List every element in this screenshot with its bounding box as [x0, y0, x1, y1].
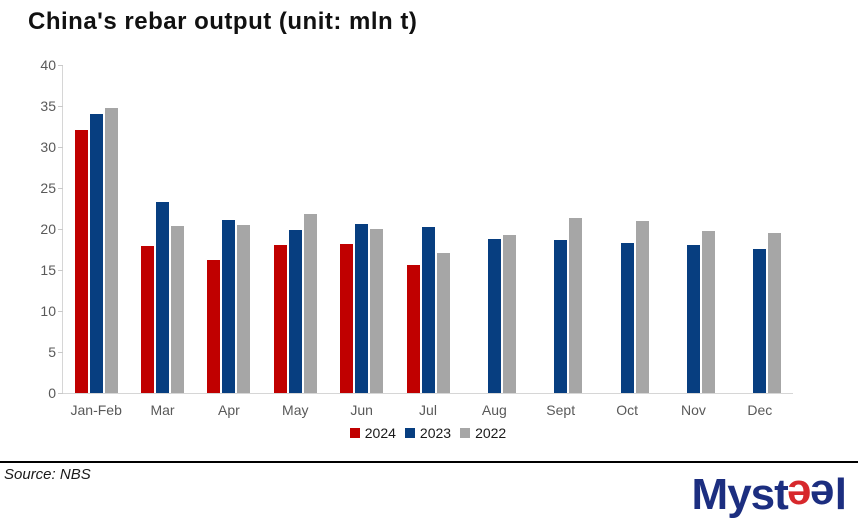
logo-stylized-e2: e [811, 471, 835, 520]
y-tick-label: 30 [40, 139, 56, 155]
y-tick-label: 25 [40, 180, 56, 196]
y-tick-mark [58, 106, 63, 107]
bar-2022-Oct [635, 220, 649, 393]
mysteel-logo: Mysteel [691, 470, 847, 521]
bar-2023-Mar [156, 201, 170, 393]
logo-text-l: l [834, 470, 847, 519]
bar-2024-May [273, 245, 287, 393]
y-tick-label: 40 [40, 57, 56, 73]
legend-item-2023: 2023 [404, 425, 452, 441]
x-tick-label: Apr [218, 402, 240, 418]
bar-2024-Mar [141, 246, 155, 393]
bar-2023-Jun [355, 224, 369, 393]
bar-2022-Mar [171, 225, 185, 393]
x-tick-label: Jan-Feb [70, 402, 122, 418]
bar-2024-Jan-Feb [74, 129, 88, 393]
legend-item-2024: 2024 [349, 425, 396, 441]
y-tick-mark [58, 65, 63, 66]
bar-2023-Apr [222, 219, 236, 393]
legend-swatch-2024 [349, 428, 360, 438]
bar-2023-Dec [753, 248, 767, 393]
x-axis-line [62, 393, 793, 394]
y-tick-mark [58, 352, 63, 353]
bar-2023-Oct [620, 242, 634, 393]
legend-label-2023: 2023 [419, 425, 452, 441]
legend-label-2024: 2024 [364, 425, 396, 441]
y-tick-mark [58, 270, 63, 271]
bar-chart: 0 5 10 15 20 25 30 35 40 Jan-Feb Mar Apr May Jun Jul Au… [40, 57, 793, 418]
x-tick-label: Sept [546, 402, 576, 418]
y-tick-label: 35 [40, 98, 56, 114]
bar-2023-May [288, 229, 302, 393]
bar-2024-Jul [406, 265, 420, 393]
legend-item-2022: 2022 [460, 425, 506, 441]
bar-2022-Jul [436, 252, 450, 393]
bar-2022-Nov [701, 230, 715, 393]
x-tick-label: Dec [747, 402, 773, 418]
legend-label-2022: 2022 [475, 425, 507, 441]
bar-2022-Sept [569, 218, 583, 393]
bar-2023-Jan-Feb [89, 114, 103, 393]
y-tick-mark [58, 311, 63, 312]
x-tick-label: Mar [150, 402, 175, 418]
y-tick-label: 5 [48, 344, 56, 360]
chart-legend: 2024 2023 2022 [63, 425, 793, 441]
x-tick-label: Aug [481, 402, 507, 418]
y-tick-mark [58, 188, 63, 189]
legend-swatch-2023 [404, 428, 415, 438]
bar-2023-Jul [421, 226, 435, 393]
x-tick-label: Oct [616, 402, 638, 418]
x-tick-label: Nov [680, 402, 706, 418]
bar-2023-Aug [487, 238, 501, 393]
bar-2022-Jan-Feb [104, 107, 118, 393]
bar-2022-May [303, 214, 317, 393]
bar-2023-Nov [686, 245, 700, 393]
y-tick-label: 15 [40, 262, 56, 278]
footer-divider [0, 461, 858, 463]
y-tick-mark [58, 393, 63, 394]
bar-2022-Dec [768, 233, 782, 393]
bar-2023-Sept [554, 240, 568, 393]
logo-stylized-e1: e [787, 471, 812, 520]
chart-title: China's rebar output (unit: mln t) [28, 8, 418, 35]
bar-2024-Apr [207, 260, 221, 393]
source-note: Source: NBS [4, 466, 91, 483]
y-tick-label: 20 [40, 221, 56, 237]
bar-2022-Jun [370, 229, 384, 393]
y-tick-mark [58, 147, 63, 148]
y-tick-mark [58, 229, 63, 230]
logo-text-myst: Myst [691, 470, 789, 519]
y-tick-label: 0 [48, 385, 56, 401]
legend-swatch-2022 [460, 428, 471, 438]
y-tick-label: 10 [40, 303, 56, 319]
x-tick-label: Jun [350, 402, 373, 418]
bar-2022-Aug [502, 234, 516, 393]
x-tick-label: May [282, 402, 309, 418]
bar-2022-Apr [237, 224, 251, 393]
bar-2024-Jun [340, 243, 354, 393]
x-tick-label: Jul [419, 402, 437, 418]
